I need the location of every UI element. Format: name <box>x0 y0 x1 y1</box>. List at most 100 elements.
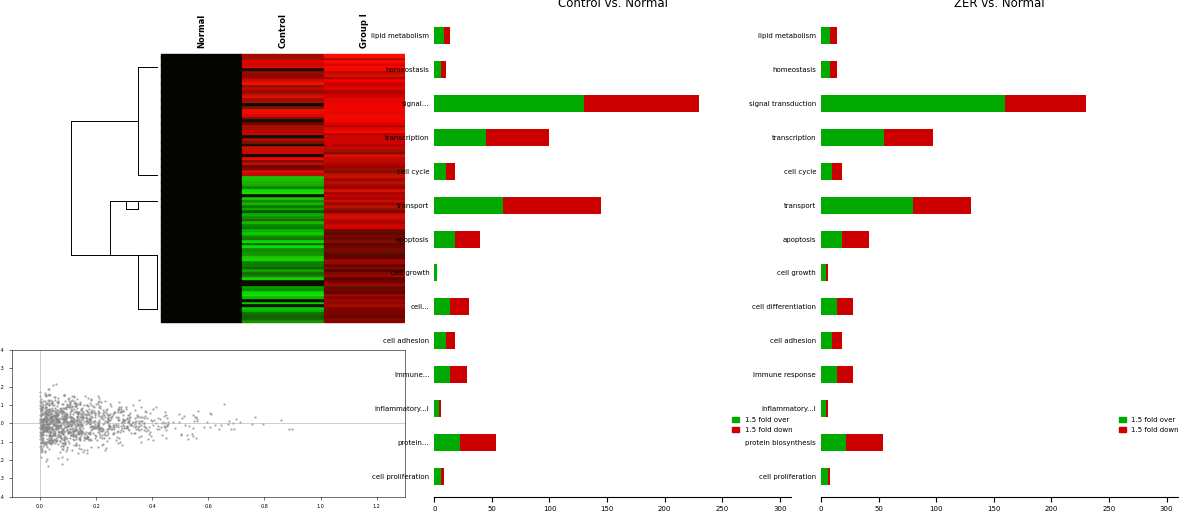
Bar <box>243 172 322 175</box>
Point <box>86 409 105 417</box>
Point <box>82 407 101 415</box>
Point <box>201 411 220 419</box>
Point <box>65 415 84 423</box>
Point <box>75 430 94 438</box>
Point <box>73 415 92 423</box>
Point <box>74 428 93 436</box>
Point <box>54 418 73 426</box>
Point <box>45 430 64 438</box>
Point <box>62 415 81 423</box>
Point <box>46 421 65 429</box>
Point <box>177 431 196 439</box>
Bar <box>161 113 242 116</box>
Bar <box>324 215 403 218</box>
Bar <box>161 156 242 159</box>
Bar <box>243 212 322 215</box>
Point <box>52 410 71 418</box>
Point <box>62 414 81 422</box>
Bar <box>243 129 322 132</box>
Bar <box>161 169 242 172</box>
Bar <box>243 319 322 322</box>
Point <box>32 398 51 406</box>
Point <box>55 408 74 416</box>
Bar <box>243 67 322 70</box>
Point <box>70 426 89 435</box>
Point <box>61 431 80 439</box>
Point <box>37 435 56 443</box>
Point <box>32 438 51 446</box>
Point <box>50 404 69 413</box>
Point <box>94 425 113 433</box>
Point <box>136 427 155 435</box>
Bar <box>324 201 403 204</box>
Point <box>73 408 92 416</box>
Point <box>52 412 71 420</box>
Point <box>144 436 163 444</box>
Bar <box>821 197 913 214</box>
Point <box>139 431 158 439</box>
Point <box>75 430 94 438</box>
Point <box>33 424 52 432</box>
Point <box>46 410 65 418</box>
Point <box>46 415 65 423</box>
Point <box>245 413 264 421</box>
Point <box>32 407 51 415</box>
Point <box>48 418 67 426</box>
Bar <box>243 147 322 151</box>
Bar <box>503 197 601 214</box>
Point <box>106 422 125 430</box>
Point <box>50 432 69 440</box>
Point <box>126 406 145 414</box>
Point <box>145 416 164 424</box>
Bar <box>821 298 837 315</box>
Point <box>44 413 63 421</box>
Point <box>136 424 155 432</box>
Point <box>64 432 83 440</box>
Point <box>33 438 52 446</box>
Bar <box>324 188 403 191</box>
Bar <box>821 332 833 349</box>
Bar <box>161 70 242 73</box>
Point <box>108 414 127 422</box>
Point <box>58 401 77 410</box>
Bar <box>243 169 322 172</box>
Point <box>36 418 55 426</box>
Point <box>89 423 108 432</box>
Bar <box>243 249 322 252</box>
Bar <box>161 265 242 268</box>
Point <box>39 390 58 398</box>
Bar <box>161 282 242 285</box>
Point <box>52 439 71 447</box>
Point <box>68 429 87 437</box>
Bar <box>324 86 403 89</box>
Point <box>126 429 145 437</box>
Point <box>79 394 98 402</box>
Bar <box>324 295 403 298</box>
Bar <box>324 145 403 148</box>
Point <box>68 409 87 417</box>
Point <box>54 424 73 433</box>
Point <box>36 403 55 412</box>
Point <box>108 421 127 429</box>
Point <box>74 447 93 456</box>
Point <box>111 428 130 436</box>
Point <box>45 436 64 444</box>
Point <box>119 418 138 426</box>
Point <box>37 443 56 451</box>
Point <box>89 392 108 400</box>
Point <box>132 417 151 425</box>
Point <box>80 428 99 436</box>
Legend: 1.5 fold over, 1.5 fold down: 1.5 fold over, 1.5 fold down <box>729 414 795 435</box>
Point <box>70 435 89 443</box>
Bar <box>243 185 322 188</box>
Bar <box>161 129 242 132</box>
Point <box>89 424 108 433</box>
Point <box>69 410 88 418</box>
Point <box>54 426 73 435</box>
Point <box>56 435 75 443</box>
Point <box>119 419 138 428</box>
Point <box>32 412 51 420</box>
Point <box>52 414 71 422</box>
Point <box>129 424 148 433</box>
Point <box>164 418 183 426</box>
